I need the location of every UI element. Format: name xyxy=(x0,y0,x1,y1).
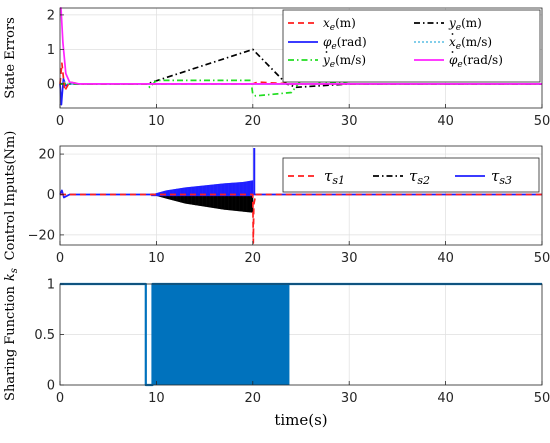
x-tick-label: 40 xyxy=(437,391,454,406)
control-inputs-legend: τs1 τs2 τs3 xyxy=(282,157,540,193)
x-tick-label: 30 xyxy=(341,114,358,129)
x-tick-label: 10 xyxy=(148,391,165,406)
legend-box xyxy=(282,9,541,83)
series-dy_e(m/s) xyxy=(60,76,542,97)
x-tick-label: 10 xyxy=(148,251,165,266)
y-tick-label: 0 xyxy=(47,379,55,394)
series-phi_e(rad) xyxy=(59,77,542,106)
x-tick-label: 0 xyxy=(56,391,64,406)
y-tick-label: 0.5 xyxy=(34,328,55,343)
x-tick-label: 20 xyxy=(245,251,262,266)
x-tick-label: 30 xyxy=(341,391,358,406)
ks-switching-band xyxy=(153,284,290,385)
legend-dot xyxy=(325,51,328,53)
x-tick-label: 10 xyxy=(148,114,165,129)
series-tau_s3-base xyxy=(59,189,542,199)
legend-label: φe(rad/s) xyxy=(449,53,503,70)
sharing-function-ylabel: Sharing Functionks xyxy=(3,268,20,401)
x-tick-label: 40 xyxy=(437,114,454,129)
x-tick-label: 20 xyxy=(245,391,262,406)
x-tick-label: 20 xyxy=(245,114,262,129)
x-tick-label: 40 xyxy=(437,251,454,266)
legend-label: ye(m/s) xyxy=(322,53,366,70)
series-tau_s3 xyxy=(59,148,542,199)
legend-label: xe(m) xyxy=(323,16,356,33)
state-errors-panel: 0 10 20 30 40 50 0 1 2 State Errors xe(m) ye(m) φe… xyxy=(3,7,550,129)
y-tick-label: 0 xyxy=(47,188,55,203)
y-tick-label: 1 xyxy=(47,278,55,293)
legend-label: τs3 xyxy=(491,167,512,187)
legend-label: τs1 xyxy=(324,167,345,187)
legend-box xyxy=(282,157,540,193)
time-xlabel: time(s) xyxy=(274,411,327,429)
y-tick-label: 2 xyxy=(47,8,55,23)
legend-label: τs2 xyxy=(409,167,430,187)
x-tick-label: 50 xyxy=(534,114,550,129)
legend-label: xe(m/s) xyxy=(449,35,492,52)
legend-dot xyxy=(451,33,454,35)
x-tick-label: 0 xyxy=(56,251,64,266)
series-tau_s1 xyxy=(60,193,542,244)
x-tick-label: 30 xyxy=(341,251,358,266)
y-tick-label: 1 xyxy=(47,43,55,58)
legend-label: φe(rad) xyxy=(323,35,367,52)
x-tick-label: 50 xyxy=(534,251,550,266)
sharing-function-panel: 0 10 20 30 40 50 0 0.5 1 Sharing Functionks time… xyxy=(3,268,550,429)
state-errors-legend: xe(m) ye(m) φe(rad) xe(m/s) ye(m/s) φe(rad/s) xyxy=(282,9,541,83)
series-tau_s2 xyxy=(151,193,254,213)
control-inputs-ylabel: Control Inputs(Nm) xyxy=(3,131,18,261)
y-tick-label: 0 xyxy=(47,77,55,92)
x-tick-label: 0 xyxy=(56,114,64,129)
legend-label: ye(m) xyxy=(448,16,482,33)
series-dx_e(m/s) xyxy=(59,81,542,85)
control-inputs-axes xyxy=(59,145,543,246)
legend-dot xyxy=(451,51,454,53)
x-tick-label: 50 xyxy=(534,391,550,406)
y-tick-label: −20 xyxy=(28,228,55,243)
state-errors-ylabel: State Errors xyxy=(3,17,18,99)
state-errors-axes xyxy=(59,7,543,109)
y-tick-label: 20 xyxy=(38,148,55,163)
